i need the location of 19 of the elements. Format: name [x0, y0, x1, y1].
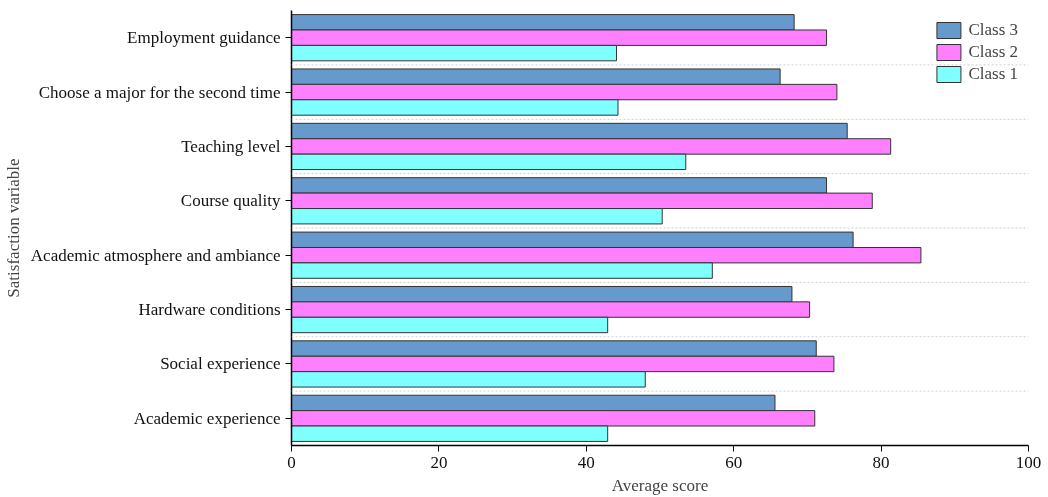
y-axis-title: Satisfaction variable	[3, 158, 23, 298]
y-tick-label: Choose a major for the second time	[38, 82, 281, 102]
x-tick-label: 60	[725, 452, 743, 472]
y-tick-label: Teaching level	[181, 136, 281, 156]
y-tick-label: Academic experience	[133, 408, 281, 428]
legend-label: Class 1	[968, 64, 1018, 84]
y-tick-label: Hardware conditions	[138, 300, 281, 320]
legend-label: Class 3	[968, 20, 1018, 40]
y-tick-label: Course quality	[180, 191, 281, 211]
legend-label: Class 2	[968, 42, 1018, 62]
x-tick-label: 0	[287, 452, 296, 472]
y-tick-label: Academic atmosphere and ambiance	[30, 245, 281, 265]
x-tick-label: 80	[872, 452, 890, 472]
y-tick-label: Social experience	[160, 354, 281, 374]
y-tick-label: Employment guidance	[127, 28, 281, 48]
x-axis-title: Average score	[611, 475, 709, 495]
x-tick-label: 40	[577, 452, 595, 472]
x-tick-label: 20	[430, 452, 448, 472]
x-tick-label: 100	[1015, 452, 1042, 472]
